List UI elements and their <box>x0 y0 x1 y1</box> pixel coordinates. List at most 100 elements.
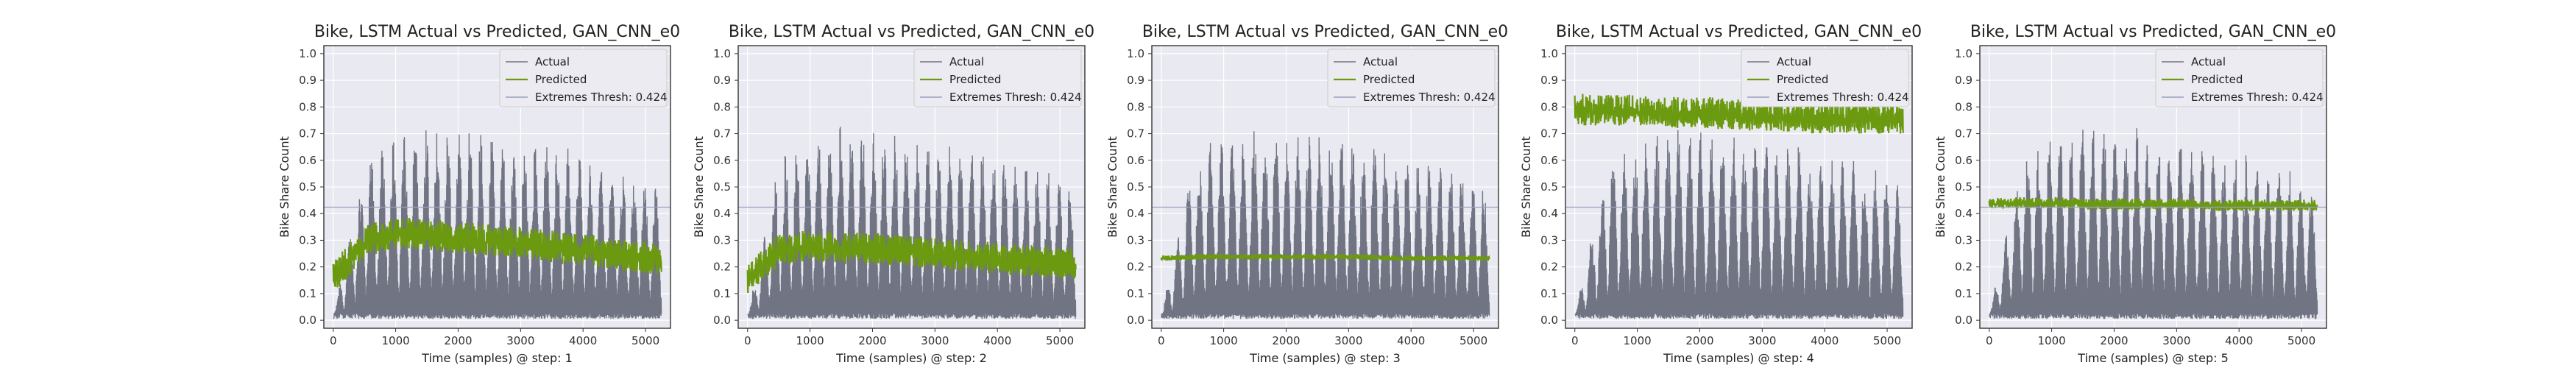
legend-label: Predicted <box>2191 73 2243 86</box>
y-tick-label: 0.7 <box>1955 127 1972 141</box>
y-tick-label: 0.9 <box>713 74 731 87</box>
y-tick-label: 0.8 <box>713 100 731 113</box>
y-tick-label: 0.3 <box>1127 233 1144 247</box>
y-tick-label: 0.0 <box>1127 314 1144 327</box>
x-tick-label: 0 <box>744 334 751 347</box>
series-predicted-line <box>332 217 662 288</box>
x-axis-label: Time (samples) @ step: 3 <box>1249 351 1401 365</box>
x-tick-label: 3000 <box>921 334 949 347</box>
chart-title: Bike, LSTM Actual vs Predicted, GAN_CNN_… <box>314 23 680 41</box>
y-tick-label: 0.7 <box>713 127 731 141</box>
x-tick-label: 1000 <box>796 334 824 347</box>
y-tick-label: 0.3 <box>1540 233 1558 247</box>
y-tick-label: 0.5 <box>299 180 316 194</box>
x-tick-label: 4000 <box>1397 334 1425 347</box>
y-tick-label: 0.3 <box>1955 233 1972 247</box>
x-tick-label: 5000 <box>2287 334 2315 347</box>
chart-title: Bike, LSTM Actual vs Predicted, GAN_CNN_… <box>1556 23 1922 41</box>
y-tick-label: 0.7 <box>1540 127 1558 141</box>
y-tick-label: 0.1 <box>1127 287 1144 300</box>
y-tick-label: 0.7 <box>299 127 316 141</box>
y-tick-label: 0.5 <box>713 180 731 194</box>
chart-panel-2: 0 1000 2000 3000 4000 5000 0.0 0.1 0.2 0.3 0.4 0.5 0… <box>692 23 1094 365</box>
x-tick-label: 3000 <box>506 334 534 347</box>
series-actual-line <box>1574 130 1904 319</box>
legend-box <box>1741 49 1909 107</box>
chart-title: Bike, LSTM Actual vs Predicted, GAN_CNN_… <box>1970 23 2336 41</box>
legend-label: Predicted <box>1363 73 1415 86</box>
y-tick-label: 0.9 <box>299 74 316 87</box>
y-tick-label: 0.2 <box>1127 261 1144 274</box>
x-tick-label: 0 <box>1986 334 1993 347</box>
x-tick-label: 0 <box>1158 334 1165 347</box>
series-predicted-line <box>1988 197 2318 211</box>
y-tick-label: 0.8 <box>1127 100 1144 113</box>
chart-panel-3: 0 1000 2000 3000 4000 5000 0.0 0.1 0.2 0.3 0.4 0.5 0… <box>1105 23 1508 365</box>
y-tick-label: 0.2 <box>713 261 731 274</box>
y-tick-label: 0.5 <box>1127 180 1144 194</box>
y-tick-label: 0.9 <box>1540 74 1558 87</box>
chart-panel-1: 0 1000 2000 3000 4000 5000 0.0 0.1 0.2 0.3 0.4 0.5 0… <box>277 23 680 365</box>
y-tick-label: 0.4 <box>713 207 731 220</box>
x-axis-label: Time (samples) @ step: 1 <box>421 351 573 365</box>
x-tick-label: 4000 <box>1811 334 1839 347</box>
series-predicted-line <box>1574 93 1904 134</box>
series-actual-line <box>1161 131 1490 319</box>
legend-label: Actual <box>1363 55 1398 68</box>
x-tick-label: 1000 <box>382 334 410 347</box>
legend: Actual Predicted Extremes Thresh: 0.424 <box>1327 49 1496 107</box>
legend-label: Actual <box>535 55 570 68</box>
x-tick-label: 5000 <box>1046 334 1074 347</box>
legend: Actual Predicted Extremes Thresh: 0.424 <box>1741 49 1909 107</box>
legend: Actual Predicted Extremes Thresh: 0.424 <box>913 49 1082 107</box>
y-tick-label: 0.1 <box>299 287 316 300</box>
y-tick-label: 0.9 <box>1127 74 1144 87</box>
chart-title: Bike, LSTM Actual vs Predicted, GAN_CNN_… <box>729 23 1094 41</box>
y-axis-label: Bike Share Count <box>277 136 291 238</box>
x-tick-label: 3000 <box>2162 334 2190 347</box>
legend-box <box>913 49 1082 107</box>
y-tick-label: 0.0 <box>1955 314 1972 327</box>
x-tick-label: 2000 <box>1685 334 1713 347</box>
chart-panel-4: 0 1000 2000 3000 4000 5000 0.0 0.1 0.2 0.3 0.4 0.5 0… <box>1519 23 1922 365</box>
legend-label: Predicted <box>1777 73 1828 86</box>
legend-label: Extremes Thresh: 0.424 <box>949 91 1082 104</box>
legend-label: Extremes Thresh: 0.424 <box>1363 91 1496 104</box>
y-tick-label: 0.4 <box>299 207 316 220</box>
y-tick-label: 0.0 <box>1540 314 1558 327</box>
x-tick-label: 5000 <box>1459 334 1487 347</box>
y-tick-label: 0.1 <box>1955 287 1972 300</box>
x-axis-label: Time (samples) @ step: 4 <box>1663 351 1814 365</box>
x-tick-label: 1000 <box>1624 334 1652 347</box>
legend-box <box>2155 49 2324 107</box>
x-tick-label: 0 <box>1571 334 1579 347</box>
y-axis-label: Bike Share Count <box>1105 136 1119 238</box>
legend-box <box>1327 49 1496 107</box>
chart-panel-5: 0 1000 2000 3000 4000 5000 0.0 0.1 0.2 0.3 0.4 0.5 0… <box>1933 23 2336 365</box>
series-actual-line <box>333 130 662 319</box>
y-tick-label: 0.6 <box>1127 154 1144 167</box>
legend: Actual Predicted Extremes Thresh: 0.424 <box>2155 49 2324 107</box>
x-tick-label: 2000 <box>1272 334 1300 347</box>
legend: Actual Predicted Extremes Thresh: 0.424 <box>499 49 668 107</box>
y-tick-label: 0.1 <box>1540 287 1558 300</box>
legend-label: Extremes Thresh: 0.424 <box>535 91 668 104</box>
y-tick-label: 0.5 <box>1955 180 1972 194</box>
y-tick-label: 0.8 <box>1540 100 1558 113</box>
x-tick-label: 2000 <box>858 334 886 347</box>
series-predicted-line <box>1160 252 1490 263</box>
y-tick-label: 0.4 <box>1127 207 1144 220</box>
x-tick-label: 5000 <box>1873 334 1901 347</box>
x-axis-label: Time (samples) @ step: 2 <box>835 351 987 365</box>
y-tick-label: 0.6 <box>1955 154 1972 167</box>
legend-label: Extremes Thresh: 0.424 <box>1777 91 1909 104</box>
y-tick-label: 0.6 <box>713 154 731 167</box>
y-tick-label: 0.3 <box>713 233 731 247</box>
y-tick-label: 0.1 <box>713 287 731 300</box>
y-tick-label: 0.2 <box>1540 261 1558 274</box>
y-tick-label: 0.6 <box>1540 154 1558 167</box>
y-tick-label: 0.4 <box>1955 207 1972 220</box>
y-tick-label: 0.2 <box>1955 261 1972 274</box>
y-axis-label: Bike Share Count <box>1519 136 1533 238</box>
